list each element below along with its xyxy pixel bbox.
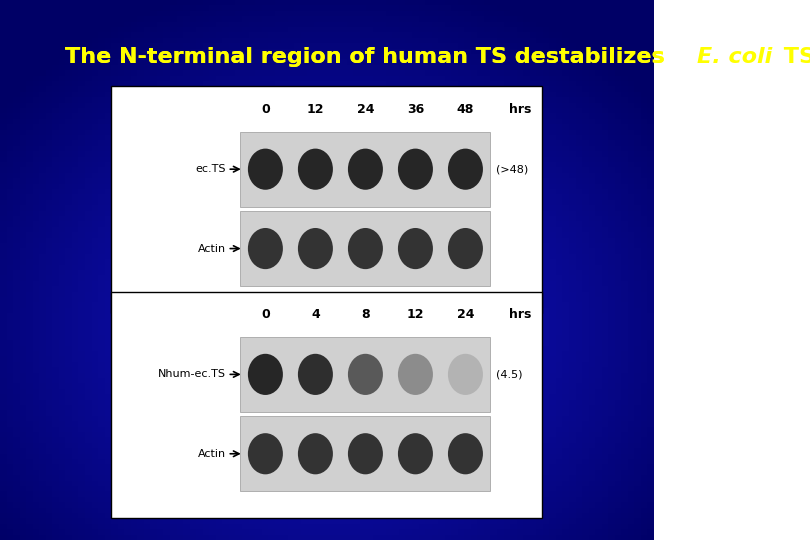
Ellipse shape: [348, 433, 383, 474]
Bar: [241, 132, 490, 207]
Text: hrs: hrs: [509, 103, 531, 116]
Ellipse shape: [398, 433, 433, 474]
Text: 24: 24: [457, 308, 474, 321]
Ellipse shape: [298, 148, 333, 190]
Ellipse shape: [398, 354, 433, 395]
Ellipse shape: [248, 354, 283, 395]
Ellipse shape: [398, 148, 433, 190]
Ellipse shape: [448, 433, 483, 474]
Text: 24: 24: [356, 103, 374, 116]
Bar: [111, 86, 542, 313]
Text: 12: 12: [407, 308, 424, 321]
Bar: [241, 211, 490, 286]
Ellipse shape: [448, 228, 483, 269]
Ellipse shape: [448, 354, 483, 395]
Ellipse shape: [248, 148, 283, 190]
Ellipse shape: [298, 228, 333, 269]
Text: Nhum-ec.TS: Nhum-ec.TS: [158, 369, 226, 380]
Text: (>48): (>48): [496, 164, 528, 174]
Text: E. coli: E. coli: [697, 46, 773, 67]
Ellipse shape: [448, 148, 483, 190]
Text: Actin: Actin: [198, 244, 226, 254]
Text: Actin: Actin: [198, 449, 226, 459]
Text: 36: 36: [407, 103, 424, 116]
Text: 4: 4: [311, 308, 320, 321]
Text: (4.5): (4.5): [496, 369, 522, 380]
Ellipse shape: [348, 228, 383, 269]
Text: 12: 12: [307, 103, 324, 116]
Ellipse shape: [248, 433, 283, 474]
Ellipse shape: [298, 433, 333, 474]
Bar: [111, 292, 542, 518]
Text: The N-terminal region of human TS destabilizes: The N-terminal region of human TS destab…: [66, 46, 673, 67]
Ellipse shape: [348, 148, 383, 190]
Text: 8: 8: [361, 308, 369, 321]
Text: The N-terminal region of human TS destabilizes: The N-terminal region of human TS destab…: [66, 46, 673, 67]
Ellipse shape: [298, 354, 333, 395]
Text: ec.TS: ec.TS: [195, 164, 226, 174]
Text: 0: 0: [261, 308, 270, 321]
Text: hrs: hrs: [509, 308, 531, 321]
Text: 48: 48: [457, 103, 474, 116]
Ellipse shape: [248, 228, 283, 269]
Text: 0: 0: [261, 103, 270, 116]
Bar: [241, 416, 490, 491]
Ellipse shape: [348, 354, 383, 395]
Bar: [241, 337, 490, 412]
Text: TS: TS: [776, 46, 810, 67]
Ellipse shape: [398, 228, 433, 269]
